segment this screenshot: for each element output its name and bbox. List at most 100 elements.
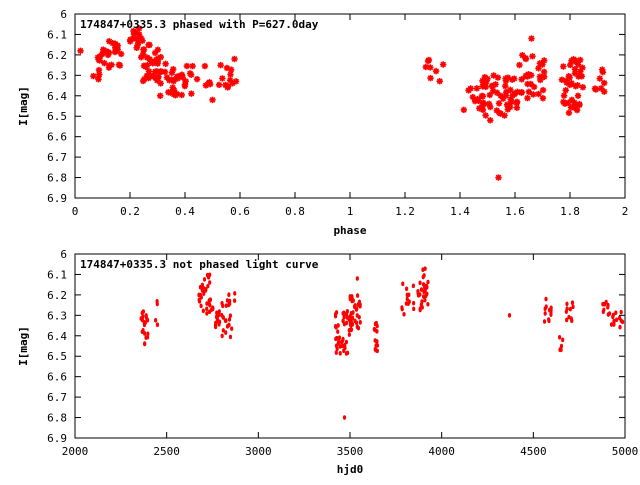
raw-data-point: [227, 292, 231, 298]
raw-data-point: [349, 327, 354, 332]
raw-data-point: [217, 319, 221, 325]
raw-data-point: [202, 277, 207, 282]
raw-data-point: [200, 288, 205, 293]
phased-data-point: [579, 84, 587, 91]
raw-y-tick-label: 6.6: [47, 371, 67, 384]
raw-data-point: [344, 351, 348, 356]
phased-data-point: [155, 55, 162, 62]
phased-data-point: [111, 44, 119, 52]
phased-data-point: [513, 98, 521, 106]
raw-data-point: [375, 323, 379, 329]
phased-data-point: [473, 85, 481, 92]
raw-data-point: [542, 319, 547, 324]
raw-data-point: [221, 328, 225, 333]
raw-data-point: [221, 315, 225, 320]
phased-data-point: [540, 68, 548, 76]
raw-data-point: [411, 283, 415, 289]
phased-data-point: [162, 60, 169, 68]
raw-data-point: [374, 343, 378, 348]
raw-data-point: [341, 318, 345, 323]
phased-data-point: [522, 72, 529, 80]
phased-data-point: [478, 92, 486, 100]
raw-data-point: [606, 304, 610, 310]
raw-data-point: [609, 322, 614, 327]
phased-data-point: [170, 66, 177, 73]
raw-data-point: [547, 307, 552, 313]
phased-data-point: [495, 100, 503, 107]
raw-data-point: [544, 296, 548, 302]
raw-data-point: [565, 317, 569, 323]
phased-x-tick-label: 0.8: [285, 205, 305, 218]
raw-y-tick-label: 6.7: [47, 391, 67, 404]
phased-data-point: [479, 83, 486, 90]
phased-y-tick-label: 6: [60, 8, 67, 21]
raw-data-point: [418, 280, 422, 286]
phased-data-point: [460, 106, 468, 114]
phased-data-point: [104, 48, 112, 56]
phased-data-point: [135, 31, 143, 38]
phased-data-point: [479, 106, 487, 114]
phased-data-point: [146, 41, 153, 49]
phased-data-point: [209, 96, 216, 104]
raw-data-point: [208, 302, 212, 308]
raw-data-point: [140, 329, 144, 335]
raw-data-point: [404, 286, 409, 292]
phased-data-point: [528, 35, 535, 42]
raw-x-tick-label: 4000: [428, 445, 455, 458]
phased-x-tick-label: 0.6: [230, 205, 250, 218]
raw-data-point: [338, 351, 342, 356]
raw-data-point: [568, 306, 572, 312]
raw-data-point: [334, 310, 339, 315]
raw-data-point: [208, 280, 212, 285]
raw-data-point: [227, 322, 231, 328]
phased-data-point: [561, 100, 569, 107]
raw-data-point: [228, 298, 232, 304]
raw-data-point: [374, 347, 378, 353]
plot-phased-frame: [74, 13, 626, 199]
phased-data-point: [100, 46, 107, 53]
phased-x-tick-label: 1.6: [505, 205, 525, 218]
phased-data-point: [480, 100, 488, 108]
phased-data-point: [592, 86, 600, 93]
raw-data-point: [339, 339, 344, 345]
phased-x-tick-label: 0.2: [120, 205, 140, 218]
phased-data-point: [562, 87, 569, 94]
phased-data-point: [140, 62, 148, 69]
raw-data-point: [614, 310, 618, 316]
raw-data-point: [145, 317, 150, 323]
phased-data-point: [558, 76, 566, 83]
phased-data-point: [518, 88, 525, 96]
raw-data-point: [547, 318, 551, 324]
phased-data-point: [101, 59, 108, 67]
phased-data-point: [133, 44, 140, 52]
raw-data-point: [373, 338, 377, 343]
raw-data-point: [342, 348, 346, 354]
phased-x-tick-label: 1: [347, 205, 354, 218]
raw-data-point: [543, 311, 547, 316]
raw-data-point: [402, 312, 406, 317]
phased-data-point: [530, 83, 538, 91]
phased-data-point: [572, 102, 579, 109]
phased-data-point: [506, 103, 514, 111]
raw-data-point: [139, 316, 143, 321]
phased-data-point: [224, 83, 232, 90]
phased-data-point: [511, 90, 519, 97]
raw-data-point: [601, 301, 605, 307]
raw-data-point: [230, 326, 234, 331]
raw-data-point: [198, 292, 203, 298]
phased-data-point: [207, 80, 214, 88]
phased-data-point: [156, 69, 164, 76]
plot-raw: 2000 2500 3000 3500 4000 4500 5000 66.16.26.36…: [17, 248, 638, 476]
phased-data-point: [178, 91, 185, 99]
raw-x-tick-label: 2500: [153, 445, 180, 458]
plot-raw-frame: [74, 253, 626, 439]
phased-data-point: [201, 62, 209, 70]
raw-data-point: [424, 283, 429, 289]
raw-data-point: [199, 303, 203, 309]
raw-data-point: [347, 332, 351, 337]
phased-data-point: [96, 71, 103, 78]
raw-y-tick-label: 6.4: [47, 330, 67, 343]
phased-data-point: [560, 63, 567, 70]
raw-data-point: [425, 291, 429, 297]
